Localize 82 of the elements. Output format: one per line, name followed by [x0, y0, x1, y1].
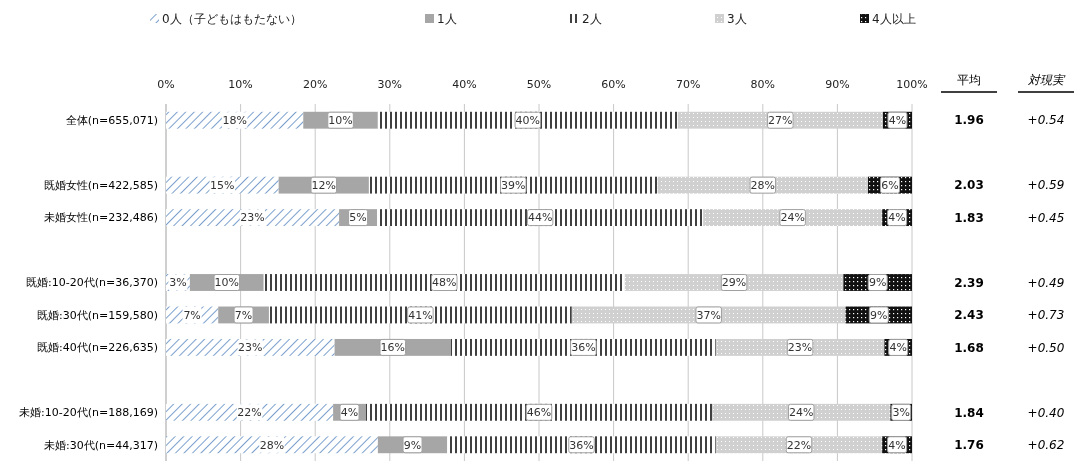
legend-label: 1人	[437, 12, 457, 27]
data-label: 4%	[889, 341, 907, 355]
data-label: 29%	[721, 276, 747, 290]
x-tick-label: 30%	[377, 78, 403, 91]
data-label: 24%	[780, 211, 805, 225]
text: +0.45	[1027, 210, 1065, 225]
text: 1.68	[954, 340, 984, 355]
data-label: 22%	[786, 438, 812, 452]
text: +0.40	[1027, 405, 1065, 420]
text: 1.84	[954, 405, 984, 420]
text: +0.62	[1027, 437, 1065, 452]
data-label: 7%	[234, 308, 253, 322]
data-label: 44%	[527, 211, 553, 225]
text: 対現実	[1027, 73, 1066, 87]
y-tick-label: 既婚:40代(n=226,635)	[37, 341, 158, 355]
data-label: 18%	[222, 114, 247, 128]
data-label: 36%	[569, 438, 594, 452]
text: 1.83	[954, 210, 984, 225]
text: 2.43	[954, 308, 984, 323]
y-tick-label: 未婚:10-20代(n=188,169)	[19, 406, 158, 420]
data-label: 3%	[892, 406, 910, 420]
y-tick-label: 既婚女性(n=422,585)	[43, 178, 158, 192]
data-label: 46%	[526, 406, 552, 420]
x-tick-label: 90%	[825, 78, 850, 91]
data-label: 9%	[403, 438, 422, 452]
legend-label: 0人（子どもはもたない）	[162, 12, 302, 27]
data-label: 4%	[888, 211, 906, 225]
text: 2.39	[954, 275, 984, 290]
text: +0.49	[1027, 275, 1065, 290]
data-label: 4%	[888, 114, 907, 128]
text: +0.50	[1027, 340, 1065, 355]
y-tick-label: 既婚:10-20代(n=36,370)	[26, 276, 158, 290]
data-label: 3%	[169, 276, 187, 290]
data-label: 9%	[868, 276, 887, 290]
data-label: 12%	[311, 178, 337, 192]
y-tick-label: 未婚女性(n=232,486)	[43, 211, 158, 225]
y-tick-label: 既婚:30代(n=159,580)	[37, 308, 158, 322]
data-label: 28%	[750, 178, 776, 192]
x-tick-label: 100%	[896, 78, 928, 91]
x-tick-label: 0%	[157, 78, 175, 91]
data-label: 36%	[571, 341, 596, 355]
text: 1.76	[954, 437, 984, 452]
data-label: 22%	[237, 406, 262, 420]
x-tick-label: 60%	[601, 78, 626, 91]
legend-label: 4人以上	[872, 12, 916, 27]
legend-label: 3人	[727, 12, 747, 27]
data-label: 23%	[787, 341, 813, 355]
data-label: 23%	[238, 341, 263, 355]
data-label: 4%	[888, 438, 906, 452]
data-label: 37%	[696, 308, 721, 322]
data-label: 23%	[240, 211, 265, 225]
data-label: 6%	[881, 178, 899, 192]
x-tick-label: 20%	[302, 78, 328, 91]
data-label: 7%	[183, 308, 201, 322]
x-tick-label: 40%	[452, 78, 477, 91]
data-label: 16%	[380, 341, 406, 355]
data-label: 10%	[214, 276, 240, 290]
x-tick-label: 70%	[675, 78, 701, 91]
data-label: 5%	[349, 211, 367, 225]
data-label: 40%	[515, 114, 541, 128]
x-tick-label: 80%	[750, 78, 776, 91]
text: +0.73	[1027, 308, 1065, 323]
data-label: 48%	[432, 276, 457, 290]
text: 2.03	[954, 178, 984, 193]
legend-label: 2人	[582, 12, 602, 27]
data-label: 39%	[501, 178, 526, 192]
text: 平均	[957, 73, 981, 87]
data-label: 10%	[328, 114, 353, 128]
data-label: 4%	[340, 406, 359, 420]
data-label: 41%	[408, 308, 433, 322]
text: +0.54	[1027, 113, 1065, 128]
x-tick-label: 50%	[526, 78, 552, 91]
y-tick-label: 未婚:30代(n=44,317)	[44, 438, 158, 452]
text: +0.59	[1027, 178, 1065, 193]
x-tick-label: 10%	[228, 78, 253, 91]
data-label: 15%	[210, 178, 235, 192]
data-label: 28%	[259, 438, 285, 452]
data-label: 9%	[870, 308, 888, 322]
data-label: 24%	[788, 406, 814, 420]
y-tick-label: 全体(n=655,071)	[65, 114, 158, 128]
data-label: 27%	[768, 114, 793, 128]
text: 1.96	[954, 113, 984, 128]
